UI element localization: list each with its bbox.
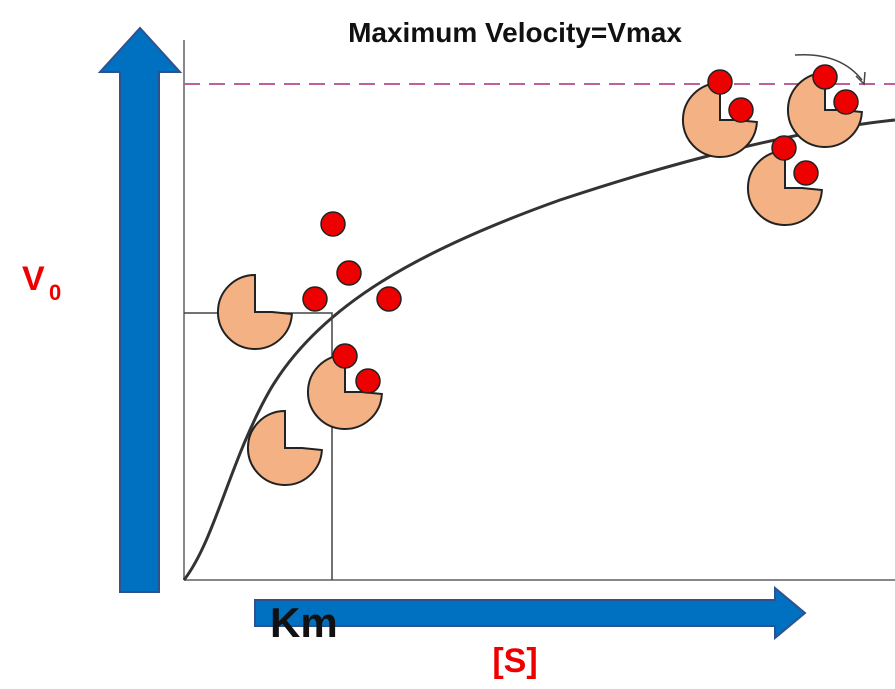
substrate bbox=[356, 369, 380, 393]
title: Maximum Velocity=Vmax bbox=[348, 17, 682, 48]
substrate bbox=[729, 98, 753, 122]
y-arrow bbox=[100, 28, 180, 592]
enzyme bbox=[218, 275, 292, 349]
y-label-subscript: 0 bbox=[49, 280, 61, 305]
page: Maximum Velocity=Vmax V 0 Km [S] (() => … bbox=[0, 0, 895, 689]
diagram: Maximum Velocity=Vmax V 0 Km [S] bbox=[0, 0, 895, 689]
substrate bbox=[303, 287, 327, 311]
substrate bbox=[321, 212, 345, 236]
substrate bbox=[772, 136, 796, 160]
substrate bbox=[377, 287, 401, 311]
substrate bbox=[708, 70, 732, 94]
y-label: V bbox=[22, 260, 45, 298]
substrate bbox=[813, 65, 837, 89]
substrate bbox=[834, 90, 858, 114]
substrate bbox=[337, 261, 361, 285]
x-label: [S] bbox=[492, 642, 537, 680]
molecules bbox=[218, 65, 862, 485]
enzyme bbox=[248, 411, 322, 485]
substrate bbox=[333, 344, 357, 368]
km-label: Km bbox=[270, 599, 338, 646]
substrate bbox=[794, 161, 818, 185]
